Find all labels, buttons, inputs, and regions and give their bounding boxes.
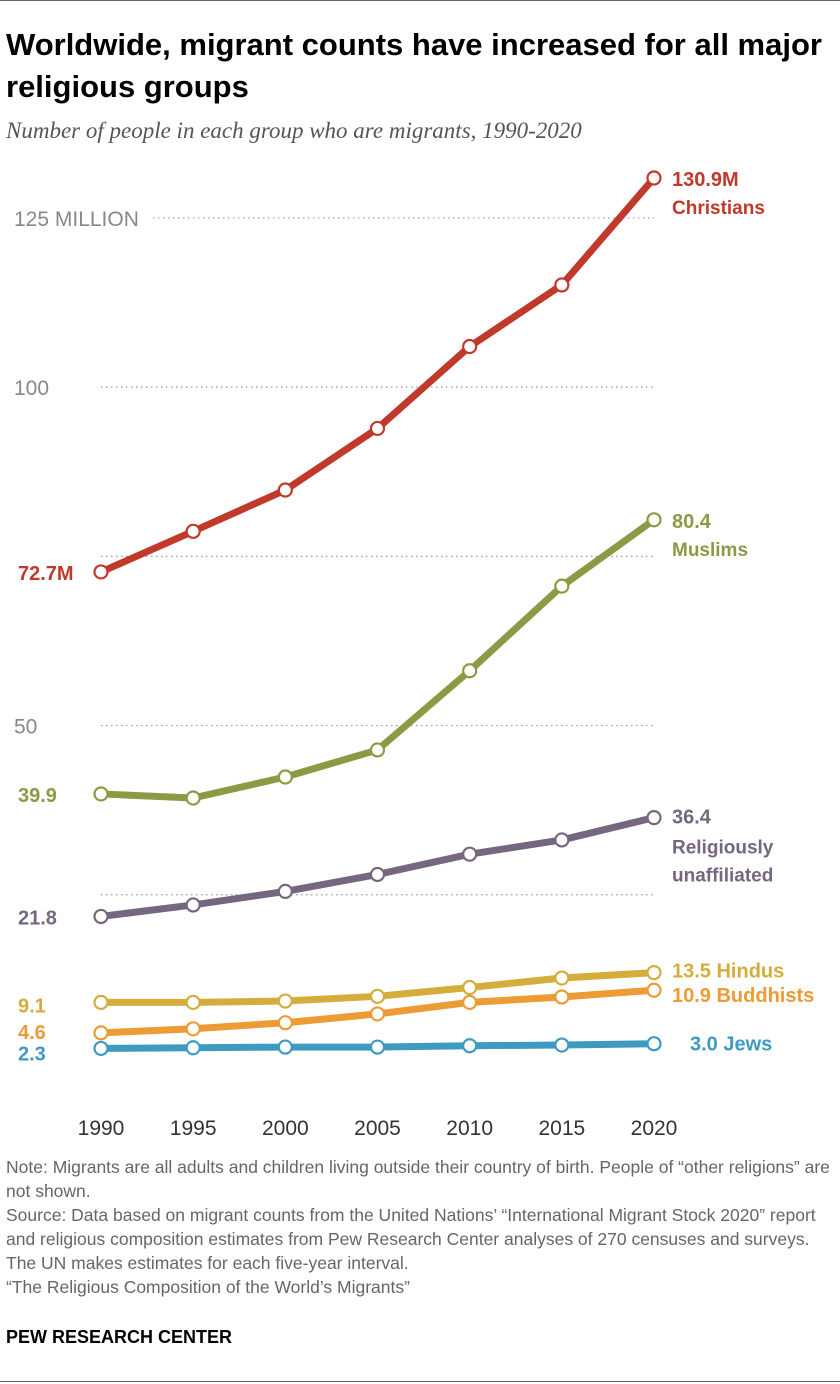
end-label-muslims: 80.4 (672, 511, 712, 533)
end-label-buddhists: 10.9 Buddhists (672, 985, 814, 1007)
point-buddhists-2010 (462, 994, 478, 1011)
chart-title: Worldwide, migrant counts have increased… (6, 27, 822, 104)
start-label-hindus: 9.1 (18, 995, 46, 1017)
series-name-religiously-unaffiliated-1: Religiously (672, 838, 774, 859)
y-tick-label-50: 50 (14, 716, 37, 739)
series-lines (97, 174, 658, 1052)
point-christians-2000 (277, 482, 293, 498)
x-tick-label-2005: 2005 (354, 1117, 401, 1140)
start-label-jews: 2.3 (18, 1043, 46, 1065)
point-hindus-2015 (554, 970, 570, 986)
end-label-jews: 3.0 Jews (690, 1034, 772, 1056)
y-axis-labels: 125 MILLION 100 50 (14, 208, 139, 739)
point-buddhists-2000 (277, 1015, 293, 1031)
point-buddhists-2015 (554, 989, 570, 1005)
point-muslims-2020 (646, 512, 662, 528)
x-tick-label-1995: 1995 (170, 1117, 217, 1140)
point-jews-1995 (185, 1040, 201, 1056)
brand-logo-text: PEW RESEARCH CENTER (6, 1327, 233, 1347)
gridlines (101, 217, 654, 896)
x-tick-label-2015: 2015 (538, 1117, 585, 1140)
point-religiously-unaffiliated-2020 (646, 810, 662, 826)
point-hindus-2020 (646, 965, 662, 981)
point-religiously-unaffiliated-1990 (93, 908, 109, 925)
x-tick-label-2010: 2010 (446, 1117, 493, 1140)
point-jews-2010 (462, 1038, 478, 1054)
point-buddhists-2005 (369, 1006, 386, 1022)
chart-subtitle: Number of people in each group who are m… (6, 118, 582, 143)
point-jews-2005 (369, 1039, 386, 1055)
start-label-buddhists: 4.6 (18, 1022, 46, 1044)
point-muslims-2010 (462, 663, 478, 679)
point-christians-2015 (554, 277, 570, 293)
point-hindus-2010 (462, 979, 478, 996)
point-jews-2020 (646, 1036, 662, 1052)
end-label-christians: 130.9M (672, 169, 739, 191)
point-muslims-2005 (369, 742, 386, 758)
point-religiously-unaffiliated-2000 (277, 883, 293, 900)
point-religiously-unaffiliated-2015 (554, 832, 570, 848)
point-religiously-unaffiliated-2010 (462, 846, 478, 862)
source-text: Source: Data based on migrant counts fro… (6, 1205, 816, 1273)
point-hindus-1990 (93, 994, 109, 1011)
x-tick-label-2000: 2000 (262, 1117, 309, 1140)
end-label-religiously-unaffiliated: 36.4 (672, 807, 712, 829)
series-points (93, 170, 662, 1057)
point-buddhists-2020 (646, 982, 662, 998)
point-religiously-unaffiliated-1995 (185, 897, 201, 913)
bottom-rule (0, 1381, 840, 1382)
x-axis-labels: 1990 1995 2000 2005 2010 2015 2020 (78, 1117, 678, 1140)
point-muslims-2015 (554, 578, 570, 594)
point-christians-1995 (185, 523, 201, 539)
start-label-christians: 72.7M (18, 563, 74, 585)
y-tick-label-100: 100 (14, 377, 49, 400)
series-name-christians: Christians (672, 198, 765, 219)
x-tick-label-1990: 1990 (78, 1117, 125, 1140)
point-jews-2000 (277, 1039, 293, 1055)
point-buddhists-1995 (185, 1021, 201, 1037)
start-label-religiously-unaffiliated: 21.8 (18, 907, 57, 929)
point-buddhists-1990 (93, 1025, 109, 1041)
point-muslims-2000 (277, 769, 293, 785)
note-text: Note: Migrants are all adults and childr… (6, 1157, 830, 1201)
point-hindus-2005 (369, 988, 386, 1004)
point-christians-2020 (646, 170, 662, 186)
report-title: “The Religious Composition of the World’… (6, 1277, 410, 1297)
point-jews-1990 (93, 1040, 109, 1057)
notes-block: Note: Migrants are all adults and childr… (6, 1155, 836, 1299)
line-christians (97, 174, 658, 576)
point-christians-1990 (93, 564, 109, 580)
point-religiously-unaffiliated-2005 (369, 866, 386, 883)
top-rule (0, 0, 840, 1)
point-muslims-1990 (93, 786, 109, 802)
end-label-hindus: 13.5 Hindus (672, 961, 784, 983)
x-tick-label-2020: 2020 (631, 1117, 678, 1140)
point-christians-2010 (462, 338, 478, 355)
y-tick-label-125: 125 MILLION (14, 208, 139, 231)
start-label-muslims: 39.9 (18, 785, 57, 807)
series-name-religiously-unaffiliated-2: unaffiliated (672, 866, 773, 887)
series-name-muslims: Muslims (672, 540, 748, 561)
point-hindus-2000 (277, 993, 293, 1009)
point-muslims-1995 (185, 790, 201, 806)
line-chart: 125 MILLION 100 50 72.7M 130.9M Christians 39… (14, 169, 814, 1140)
point-hindus-1995 (185, 994, 201, 1011)
point-jews-2015 (554, 1037, 570, 1053)
series-labels: 72.7M 130.9M Christians 39.9 80.4 Muslims 21.8… (18, 169, 814, 1065)
point-christians-2005 (369, 420, 386, 437)
